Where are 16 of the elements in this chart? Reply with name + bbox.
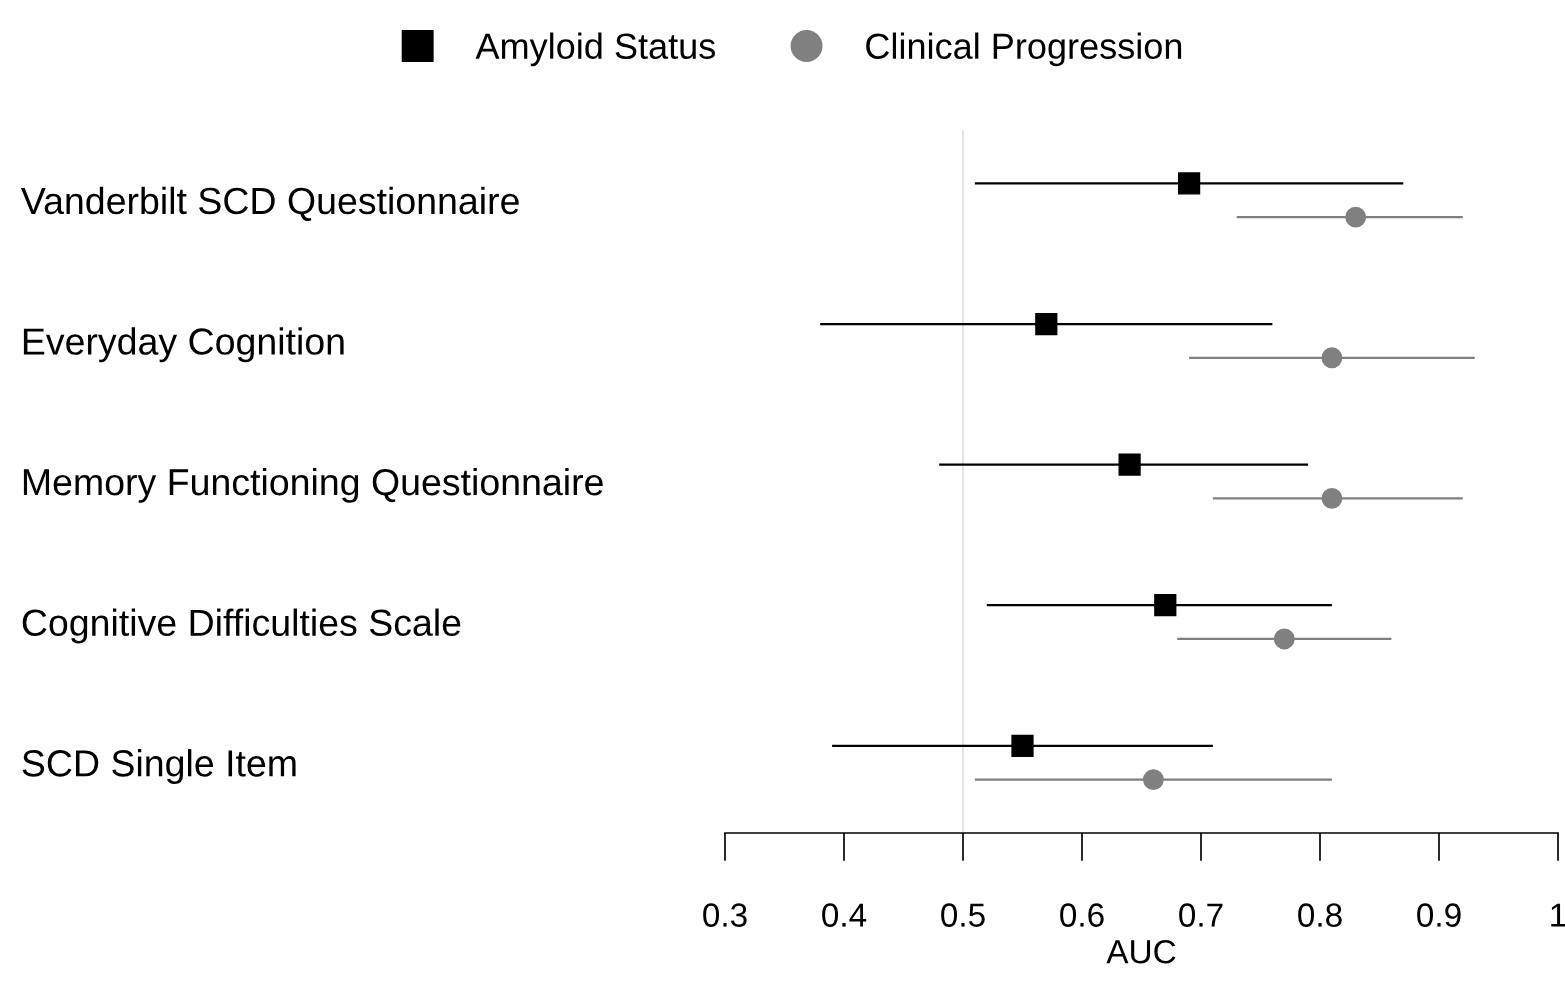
legend-label: Amyloid Status xyxy=(475,32,715,67)
x-tick-label: 0.9 xyxy=(1417,903,1461,927)
x-tick-label: 0.4 xyxy=(822,903,867,927)
x-tick-label: 0.6 xyxy=(1060,903,1104,927)
y-tick-label: SCD Single Item xyxy=(22,749,296,785)
y-tick-label: Vanderbilt SCD Questionnaire xyxy=(21,186,519,221)
y-tick-label: Memory Functioning Questionnaire xyxy=(23,467,603,503)
x-tick-label: 0.5 xyxy=(941,903,985,927)
x-tick-label: 0.8 xyxy=(1298,903,1342,927)
x-tick-label: 0.7 xyxy=(1179,903,1223,927)
legend-label: Clinical Progression xyxy=(866,32,1182,67)
x-tick-label: 1 xyxy=(1551,903,1565,927)
x-axis-title: AUC xyxy=(1106,939,1176,964)
x-tick-label: 0.3 xyxy=(703,903,747,927)
y-tick-label: Cognitive Difficulties Scale xyxy=(22,608,461,644)
y-tick-label: Everyday Cognition xyxy=(23,327,344,363)
